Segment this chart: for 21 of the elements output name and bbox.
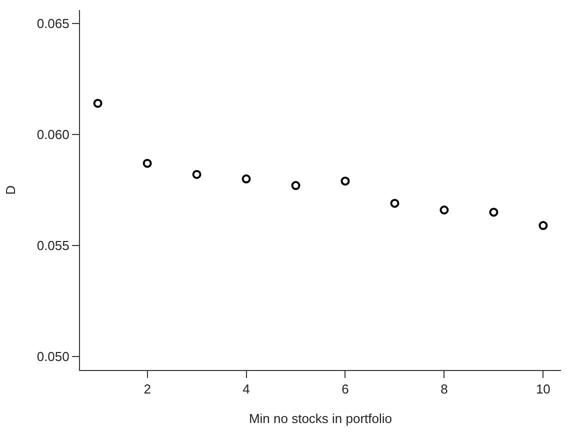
x-tick-label: 4 [242,382,250,397]
point [390,198,400,208]
y-tick-label: 0.060 [36,126,70,142]
x-tick-label: 8 [440,382,448,397]
point [242,174,251,184]
x-tick-label: 10 [536,382,550,397]
point [93,98,102,108]
y-tick-label: 0.050 [36,349,70,364]
y-tick-label: 0.055 [36,238,70,254]
point [291,181,300,190]
point [142,158,152,168]
point [489,208,498,217]
y-tick-label: 0.065 [36,16,70,31]
point [440,206,449,214]
point [538,221,548,230]
x-tick-label: 2 [144,382,151,397]
x-tick-label: 6 [342,382,349,397]
point [192,170,202,179]
x-axis-title: Min no stocks in portfolio [248,411,392,426]
y-axis-title: D [2,185,18,195]
point [340,176,350,186]
